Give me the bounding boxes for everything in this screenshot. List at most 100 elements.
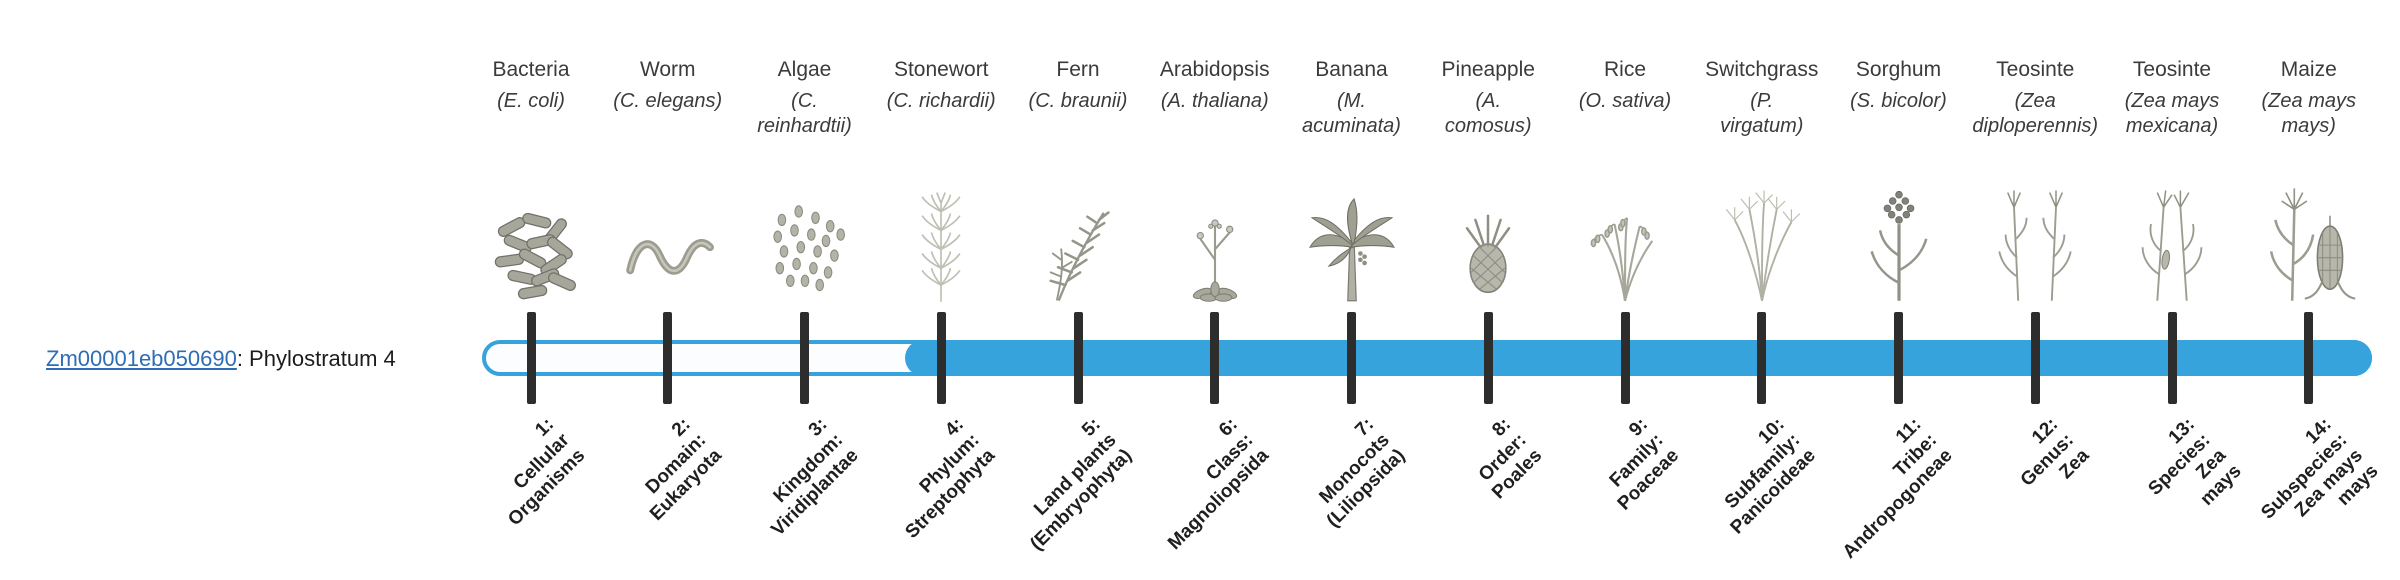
stratum-label: 4: Phylum: Streptophyta bbox=[901, 414, 1000, 543]
worm-icon bbox=[626, 239, 714, 275]
organism-common-name: Worm bbox=[639, 58, 696, 81]
organism-common-name: Fern bbox=[1056, 58, 1100, 81]
organism-common-name: Arabidopsis bbox=[1159, 58, 1270, 81]
stratum-tick-mark bbox=[1073, 312, 1083, 404]
stratum-tick-mark bbox=[1894, 312, 1903, 404]
gene-phylostratum-text: : Phylostratum 4 bbox=[236, 346, 396, 371]
stratum-label: 13: Species: Zea mays bbox=[2144, 414, 2246, 510]
organism-column: Switchgrass (P. virgatum) bbox=[1687, 58, 1837, 306]
rice-icon bbox=[1590, 217, 1654, 302]
algae-icon bbox=[772, 205, 845, 292]
stratum-label: 3: Kingdom: Viridiplantae bbox=[767, 414, 863, 541]
rice-illustration bbox=[1550, 114, 1700, 306]
organism-common-name: Stonewort bbox=[893, 58, 989, 81]
stratum-tick-mark bbox=[663, 312, 673, 404]
organism-column: Rice (O. sativa) bbox=[1550, 58, 1700, 306]
banana-icon bbox=[1308, 197, 1395, 302]
organism-common-name: Teosinte bbox=[1996, 58, 2075, 81]
organism-scientific-name: (C. elegans) bbox=[613, 90, 723, 112]
gene-label: Zm00001eb050690: Phylostratum 4 bbox=[46, 346, 396, 372]
arabidopsis-illustration bbox=[1140, 114, 1290, 306]
organism-column: Algae (C. reinhardtii) bbox=[730, 58, 880, 306]
maize-icon bbox=[2269, 188, 2356, 301]
organism-scientific-name: (O. sativa) bbox=[1578, 90, 1672, 112]
stratum-label: 2: Domain: Eukaryota bbox=[641, 414, 726, 525]
organism-common-name: Banana bbox=[1315, 58, 1388, 81]
sorghum-icon bbox=[1869, 190, 1928, 301]
organism-common-name: Bacteria bbox=[492, 58, 570, 81]
organism-scientific-name: (C. reinhardtii) bbox=[757, 90, 852, 137]
stratum-label: 8: Order: Poales bbox=[1474, 414, 1547, 504]
organism-common-name: Pineapple bbox=[1441, 58, 1535, 81]
switchgrass-illustration bbox=[1687, 139, 1837, 306]
bacteria-illustration bbox=[456, 114, 606, 306]
organism-column: Sorghum (S. bicolor) bbox=[1824, 58, 1974, 306]
teosinte-diplo-illustration bbox=[1960, 139, 2110, 306]
stratum-tick-mark bbox=[526, 312, 536, 404]
stratum-label: 5: Land plants (Embryophyta) bbox=[1026, 414, 1136, 555]
fern-icon bbox=[1049, 211, 1110, 301]
timeline-bar-highlight bbox=[905, 340, 2372, 376]
pineapple-illustration bbox=[1413, 139, 1563, 306]
stratum-tick-mark bbox=[936, 312, 946, 404]
sorghum-illustration bbox=[1824, 114, 1974, 306]
organism-scientific-name: (P. virgatum) bbox=[1720, 90, 1804, 137]
organism-scientific-name: (S. bicolor) bbox=[1850, 90, 1947, 112]
organism-common-name: Sorghum bbox=[1855, 58, 1942, 81]
organism-scientific-name: (Zea mays mays) bbox=[2261, 90, 2356, 137]
organism-scientific-name: (Zea mays mexicana) bbox=[2124, 90, 2220, 137]
organism-scientific-name: (C. braunii) bbox=[1028, 90, 1128, 112]
stratum-label: 14: Subspecies: Zea mays mays bbox=[2257, 414, 2383, 524]
organism-column: Worm (C. elegans) bbox=[593, 58, 743, 306]
algae-illustration bbox=[730, 139, 880, 306]
stratum-tick-mark bbox=[1757, 312, 1767, 404]
organism-column: Bacteria (E. coli) bbox=[456, 58, 606, 306]
stratum-tick-mark bbox=[1210, 312, 1220, 404]
stratum-label: 11: Tribe: Andropogoneae bbox=[1838, 414, 1957, 563]
stratum-tick-mark bbox=[2304, 312, 2314, 404]
stratum-label: 9: Family: Poaceae bbox=[1605, 414, 1683, 515]
organism-common-name: Algae bbox=[777, 58, 832, 81]
stratum-label: 10: Subfamily: Panicoideae bbox=[1720, 414, 1820, 539]
teosinte-diplo-icon bbox=[1998, 190, 2072, 301]
stratum-label: 12: Genus: Zea bbox=[2016, 414, 2094, 491]
organism-column: Banana (M. acuminata) bbox=[1277, 58, 1427, 306]
stratum-tick-mark bbox=[800, 312, 809, 404]
organism-common-name: Switchgrass bbox=[1705, 58, 1819, 81]
organism-scientific-name: (A. comosus) bbox=[1444, 90, 1532, 137]
stratum-label: 1: Cellular Organisms bbox=[503, 414, 589, 531]
organism-column: Arabidopsis (A. thaliana) bbox=[1140, 58, 1290, 306]
fern-illustration bbox=[1003, 114, 1153, 306]
organism-scientific-name: (E. coli) bbox=[497, 90, 565, 112]
worm-illustration bbox=[593, 114, 743, 306]
stratum-tick-mark bbox=[1347, 312, 1356, 404]
organism-scientific-name: (A. thaliana) bbox=[1160, 90, 1269, 112]
stratum-label: 6: Class: Magnoliopsida bbox=[1163, 414, 1273, 555]
stonewort-illustration bbox=[866, 114, 1016, 306]
stratum-tick-mark bbox=[2030, 312, 2040, 404]
teosinte-mex-illustration bbox=[2097, 139, 2247, 306]
stratum-tick-mark bbox=[1483, 312, 1493, 404]
organism-column: Teosinte (Zea mays mexicana) bbox=[2097, 58, 2247, 306]
organism-column: Maize (Zea mays mays) bbox=[2234, 58, 2384, 306]
organism-common-name: Maize bbox=[2280, 58, 2337, 81]
teosinte-mex-icon bbox=[2141, 190, 2203, 301]
organism-column: Pineapple (A. comosus) bbox=[1413, 58, 1563, 306]
organism-column: Teosinte (Zea diploperennis) bbox=[1960, 58, 2110, 306]
stratum-tick-mark bbox=[1620, 312, 1630, 404]
stratum-label: 7: Monocots (Liliopsida) bbox=[1315, 414, 1410, 532]
maize-illustration bbox=[2234, 139, 2384, 306]
organism-column: Fern (C. braunii) bbox=[1003, 58, 1153, 306]
switchgrass-icon bbox=[1725, 190, 1800, 301]
pineapple-icon bbox=[1465, 214, 1511, 294]
bacteria-icon bbox=[494, 212, 577, 300]
organism-common-name: Teosinte bbox=[2132, 58, 2212, 81]
organism-column: Stonewort (C. richardii) bbox=[866, 58, 1016, 306]
gene-id-link[interactable]: Zm00001eb050690 bbox=[46, 346, 237, 371]
arabidopsis-icon bbox=[1192, 219, 1237, 302]
organism-scientific-name: (Zea diploperennis) bbox=[1972, 90, 2099, 137]
organism-scientific-name: (C. richardii) bbox=[886, 90, 996, 112]
stonewort-icon bbox=[921, 192, 961, 302]
stratum-tick-mark bbox=[2167, 312, 2177, 404]
